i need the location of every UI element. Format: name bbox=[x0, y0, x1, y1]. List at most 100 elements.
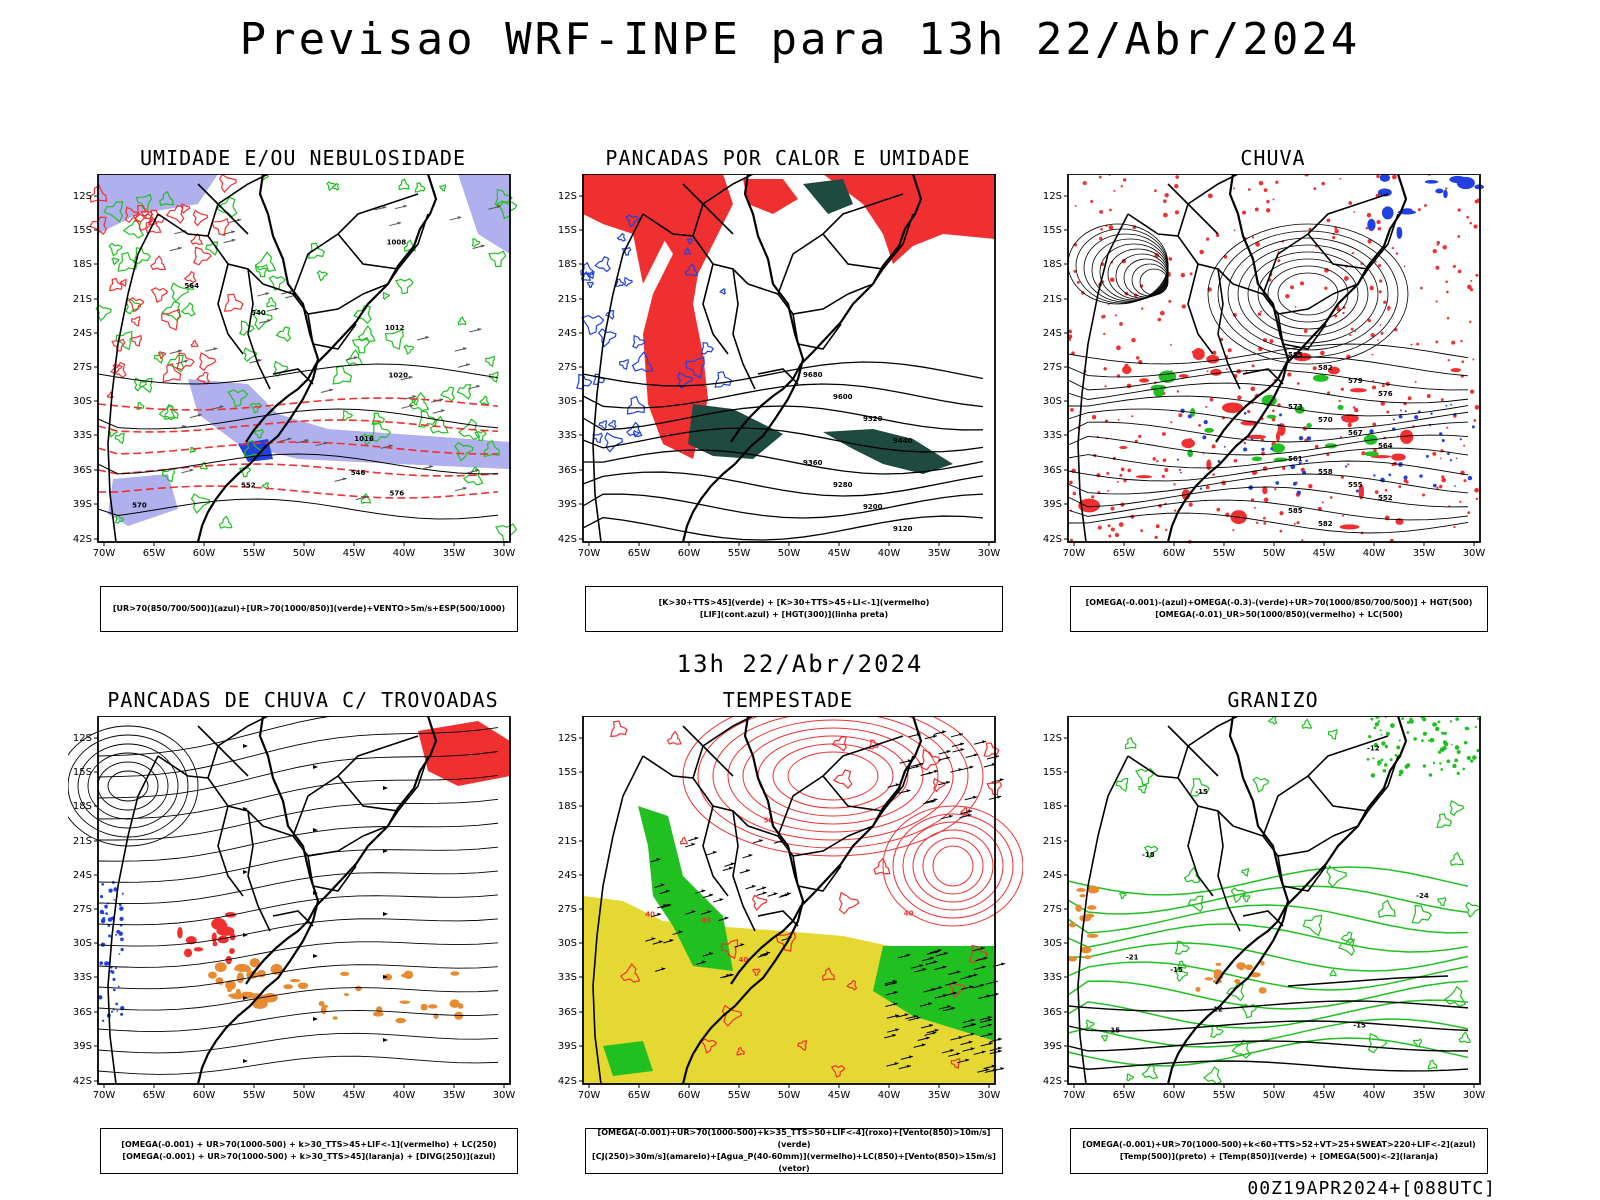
border-line bbox=[362, 213, 429, 295]
humidity-contour bbox=[108, 242, 123, 257]
shower-area bbox=[399, 1000, 411, 1004]
temp850-contour bbox=[1432, 722, 1437, 727]
contour-label: 40 bbox=[701, 917, 711, 925]
temp850-contour bbox=[1477, 717, 1480, 720]
wind-vector bbox=[408, 375, 413, 379]
rain-area bbox=[1068, 337, 1072, 340]
divergence-area bbox=[105, 912, 109, 915]
humidity-contour bbox=[170, 282, 189, 303]
rain-area bbox=[1180, 273, 1186, 278]
streamline bbox=[107, 770, 149, 802]
humidity-contour bbox=[357, 325, 376, 343]
omega-area bbox=[1243, 447, 1248, 452]
streamline-850 bbox=[727, 719, 939, 833]
wind-vector bbox=[766, 951, 771, 955]
wind-vector bbox=[763, 953, 768, 957]
rain-area bbox=[1174, 509, 1177, 512]
lat-label: 33S bbox=[558, 430, 577, 441]
border-line bbox=[822, 233, 884, 270]
rain-area bbox=[1170, 421, 1173, 424]
wind-vector bbox=[934, 950, 939, 954]
humidity-contour bbox=[158, 403, 176, 421]
rain-area bbox=[1312, 366, 1317, 371]
rain-area bbox=[1108, 534, 1112, 538]
lifted-index-contour bbox=[575, 373, 593, 390]
rain-area bbox=[1078, 498, 1101, 513]
lon-label: 70W bbox=[578, 548, 601, 559]
wind-vector bbox=[956, 1052, 961, 1056]
precip-water-contour bbox=[831, 736, 847, 752]
rain-area bbox=[1106, 471, 1110, 475]
legend-box: [OMEGA(-0.001)-(azul)+OMEGA(-0.3)-(verde… bbox=[1070, 586, 1488, 632]
wind-vector bbox=[475, 469, 480, 473]
lon-label: 55W bbox=[728, 548, 751, 559]
thickness-contour bbox=[211, 217, 230, 237]
precip-water-contour bbox=[610, 720, 628, 738]
wind-vector bbox=[929, 1024, 934, 1028]
thickness-contour bbox=[112, 363, 123, 374]
streamline-850 bbox=[902, 821, 1004, 911]
contour-label: 546 bbox=[351, 469, 366, 477]
shower-area bbox=[297, 982, 309, 989]
streamline bbox=[97, 1009, 499, 1032]
lifted-index-contour bbox=[685, 356, 705, 379]
border-line bbox=[247, 810, 271, 932]
lat-label: 24S bbox=[1043, 328, 1062, 339]
humidity-contour bbox=[332, 365, 353, 385]
divergence-area bbox=[119, 906, 124, 911]
rain-area bbox=[1350, 327, 1354, 331]
temp850-contour bbox=[1396, 745, 1401, 750]
border-line bbox=[757, 910, 799, 927]
temp850-contour bbox=[1384, 744, 1389, 749]
rain-area bbox=[1139, 378, 1150, 383]
rain-area bbox=[1420, 286, 1423, 290]
wind-vector bbox=[930, 956, 935, 960]
divergence-area bbox=[111, 970, 115, 974]
lat-label: 27S bbox=[558, 904, 577, 915]
contour-label: 558 bbox=[1318, 468, 1333, 476]
rain-area bbox=[1178, 413, 1183, 418]
contour-label: 552 bbox=[1378, 494, 1393, 502]
rain-area bbox=[1165, 528, 1168, 532]
contour-label: 15 bbox=[1110, 1026, 1120, 1034]
rain-area bbox=[1386, 410, 1390, 414]
rain-area bbox=[1174, 184, 1179, 189]
rain-area bbox=[1469, 320, 1472, 324]
omega-area bbox=[1086, 933, 1099, 938]
precip-water-contour bbox=[832, 769, 853, 789]
rain-area bbox=[1181, 438, 1195, 449]
lon-label: 50W bbox=[778, 548, 801, 559]
wind-vector bbox=[428, 465, 433, 469]
precip-water-contour bbox=[797, 1040, 808, 1052]
rain-area bbox=[1446, 290, 1449, 294]
omega-area bbox=[1379, 174, 1391, 182]
lat-label: 21S bbox=[1043, 294, 1062, 305]
streamline-arrow bbox=[313, 1017, 318, 1021]
omega-area bbox=[1306, 436, 1312, 441]
rain-area bbox=[1459, 500, 1462, 503]
humidity-contour bbox=[227, 389, 249, 408]
rain-area bbox=[1108, 225, 1114, 230]
humidity-contour bbox=[494, 188, 513, 207]
rain-area bbox=[1070, 408, 1074, 412]
rain-area bbox=[1257, 312, 1262, 316]
rain-area bbox=[1342, 514, 1345, 517]
rain-area bbox=[1107, 524, 1111, 528]
lifted-index-contour bbox=[619, 358, 629, 371]
streamline-arrow bbox=[383, 786, 388, 790]
wind-vector bbox=[948, 814, 953, 818]
lon-label: 30W bbox=[1463, 1090, 1486, 1101]
lifted-index-contour bbox=[719, 288, 727, 295]
thunderstorm-area bbox=[193, 947, 204, 952]
wind-vector bbox=[973, 753, 978, 757]
temp850-contour bbox=[1302, 914, 1323, 937]
wind-vector bbox=[972, 795, 977, 799]
precip-water-contour bbox=[619, 963, 641, 983]
contour-label: -12 bbox=[1367, 744, 1380, 752]
humidity-contour bbox=[114, 514, 125, 524]
lat-label: 33S bbox=[1043, 972, 1062, 983]
omega-area bbox=[1447, 452, 1450, 455]
lon-label: 55W bbox=[728, 1090, 751, 1101]
temp500-contour bbox=[1287, 975, 1449, 987]
